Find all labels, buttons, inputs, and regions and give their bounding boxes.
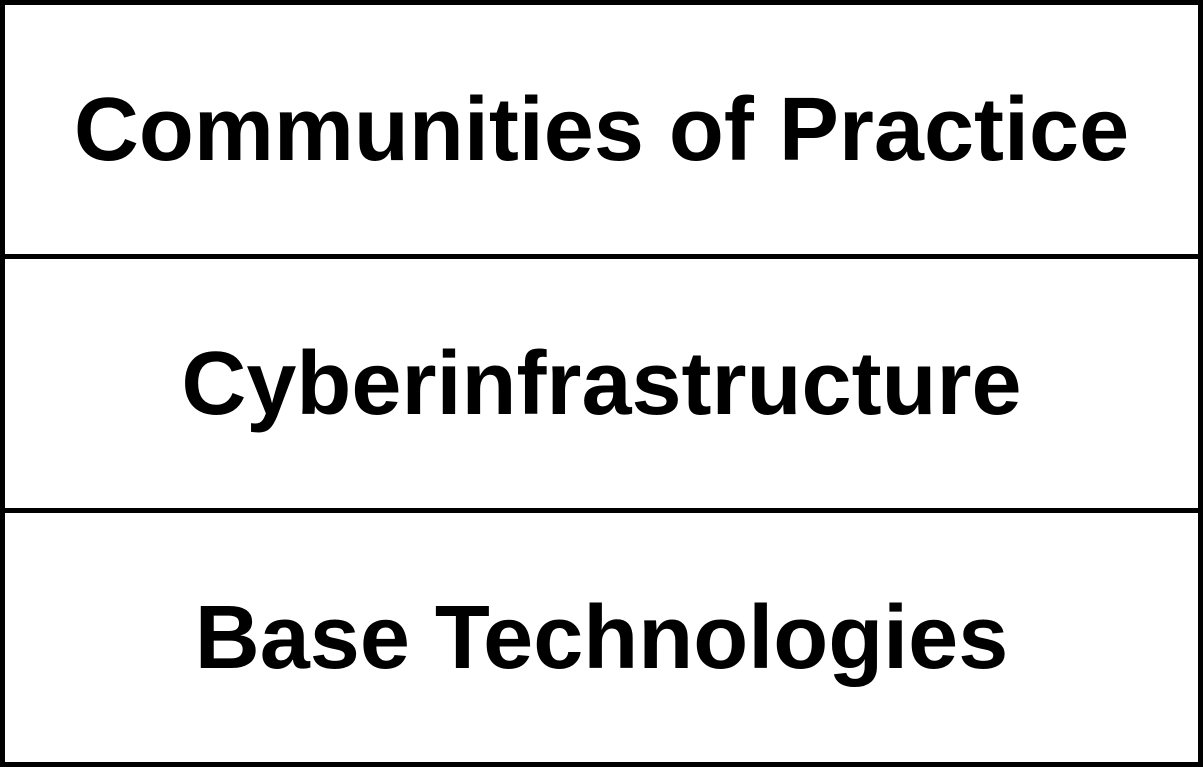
layer-label: Cyberinfrastructure [181,333,1022,434]
layer-cyberinfrastructure: Cyberinfrastructure [5,254,1198,508]
layer-base-technologies: Base Technologies [5,508,1198,762]
layer-communities-of-practice: Communities of Practice [5,5,1198,254]
layer-label: Base Technologies [194,587,1009,688]
layer-label: Communities of Practice [73,79,1130,180]
